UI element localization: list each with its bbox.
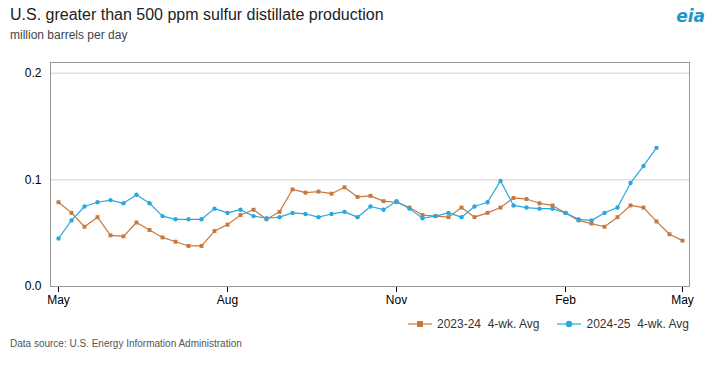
html-text:2024-25 4-wk. Avg: 2024-25 4-wk. Avg bbox=[586, 317, 689, 331]
html-text:Data source: U.S. Energy Infor: Data source: U.S. Energy Information Adm… bbox=[10, 338, 242, 349]
html-text:2023-24 4-wk. Avg: 2023-24 4-wk. Avg bbox=[437, 317, 540, 331]
html-text:million barrels per day: million barrels per day bbox=[10, 28, 128, 42]
svg-text:May: May bbox=[671, 293, 694, 307]
svg-text:0.1: 0.1 bbox=[25, 173, 42, 187]
svg-text:Feb: Feb bbox=[555, 293, 576, 307]
svg-text:0.0: 0.0 bbox=[25, 279, 42, 293]
html-text:eia: eia bbox=[676, 6, 705, 26]
svg-text:Aug: Aug bbox=[217, 293, 238, 307]
svg-text:Nov: Nov bbox=[386, 293, 407, 307]
html-text:U.S. greater than 500 ppm sulf: U.S. greater than 500 ppm sulfur distill… bbox=[10, 6, 384, 23]
svg-text:May: May bbox=[47, 293, 70, 307]
svg-text:0.2: 0.2 bbox=[25, 66, 42, 80]
